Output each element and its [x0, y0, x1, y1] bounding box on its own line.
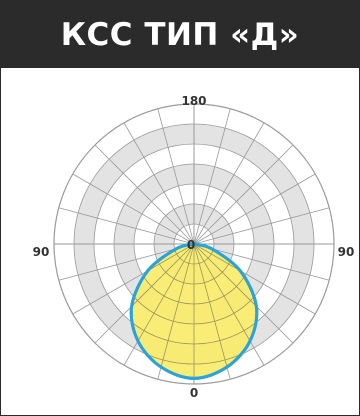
label-left-90: 90	[33, 245, 50, 259]
overlay-ray-45	[193, 244, 257, 344]
label-center-0: 0	[187, 238, 195, 252]
diagram-title: КСС ТИП «Д»	[60, 16, 300, 53]
label-right-90: 90	[338, 245, 355, 259]
grid-ray-225	[94, 144, 195, 245]
grid-ray-210	[123, 122, 195, 245]
label-bottom-0: 0	[190, 386, 198, 400]
grid-ray-255	[58, 207, 195, 245]
label-top-180: 180	[181, 94, 206, 108]
grid-ray-240	[72, 173, 195, 245]
overlay-ray-345	[157, 244, 195, 379]
grid-ray-120	[193, 173, 316, 245]
grid-ray-105	[193, 207, 330, 245]
polar-diagram: 180 90 90 0 0	[33, 94, 355, 400]
grid-ray-135	[193, 144, 294, 245]
overlay-ray-15	[193, 244, 231, 379]
grid-ray-195	[157, 108, 195, 245]
curve-outline	[129, 242, 259, 380]
grid-ray-150	[193, 122, 265, 245]
overlay-ray-315	[131, 244, 195, 344]
header-bar: КСС ТИП «Д»	[1, 1, 359, 68]
grid-ray-165	[193, 108, 231, 245]
